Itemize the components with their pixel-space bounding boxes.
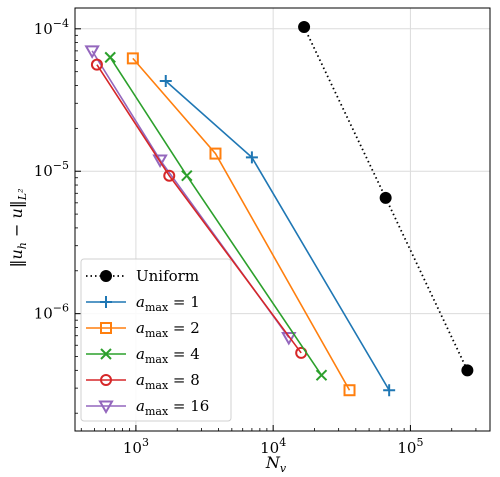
svg-text:‖uh − u‖L²: ‖uh − u‖L² [7, 188, 29, 267]
data-point [163, 169, 176, 182]
data-point [383, 384, 396, 397]
series-layer [84, 20, 474, 397]
legend: Uniform amax = 1 amax = 2 amax = 4 amax = 8 a… [80, 258, 232, 422]
x-tick-label: 103 [123, 436, 149, 457]
data-point [152, 154, 168, 168]
legend-marker [100, 296, 112, 308]
x-tick-label: 104 [260, 436, 286, 457]
data-point [379, 191, 392, 204]
x-axis-label: Nv [265, 453, 287, 475]
y-tick-label: 10−6 [34, 302, 69, 323]
data-point [84, 45, 100, 59]
legend-marker [100, 322, 112, 334]
series-amax-2 [126, 52, 356, 397]
data-point [245, 151, 258, 164]
data-point [315, 369, 328, 381]
x-tick-label: 105 [397, 436, 423, 457]
data-point [181, 170, 193, 182]
legend-label: amax = 4 [136, 345, 200, 366]
y-tick-label: 10−4 [34, 17, 69, 38]
data-point [104, 51, 116, 64]
legend-label: amax = 1 [136, 293, 200, 314]
legend-marker [100, 270, 112, 282]
legend-label: amax = 8 [136, 371, 200, 392]
series-amax-8 [90, 58, 308, 359]
series-uniform [298, 20, 474, 377]
data-point [461, 364, 474, 377]
data-point [90, 58, 103, 71]
plot-frame [74, 7, 491, 432]
data-point [209, 147, 222, 160]
series-amax-1 [159, 75, 396, 397]
legend-label: amax = 16 [136, 397, 209, 418]
legend-label: Uniform [136, 267, 199, 285]
legend-label: amax = 2 [136, 319, 200, 340]
series-amax-4 [104, 51, 328, 381]
series-line [132, 57, 351, 391]
legend-marker [100, 348, 112, 360]
y-tick-label: 10−5 [34, 159, 69, 180]
data-point [298, 20, 311, 33]
data-point [159, 75, 172, 88]
series-line [96, 64, 302, 354]
axis-ticks: 103 104 105 10−6 10−5 10−4 [34, 17, 477, 457]
y-axis-label: ‖uh − u‖L² [7, 188, 29, 267]
data-point [281, 332, 297, 346]
data-point [343, 384, 356, 397]
legend-marker [100, 374, 112, 386]
data-point [126, 52, 139, 65]
legend-marker [98, 400, 114, 415]
